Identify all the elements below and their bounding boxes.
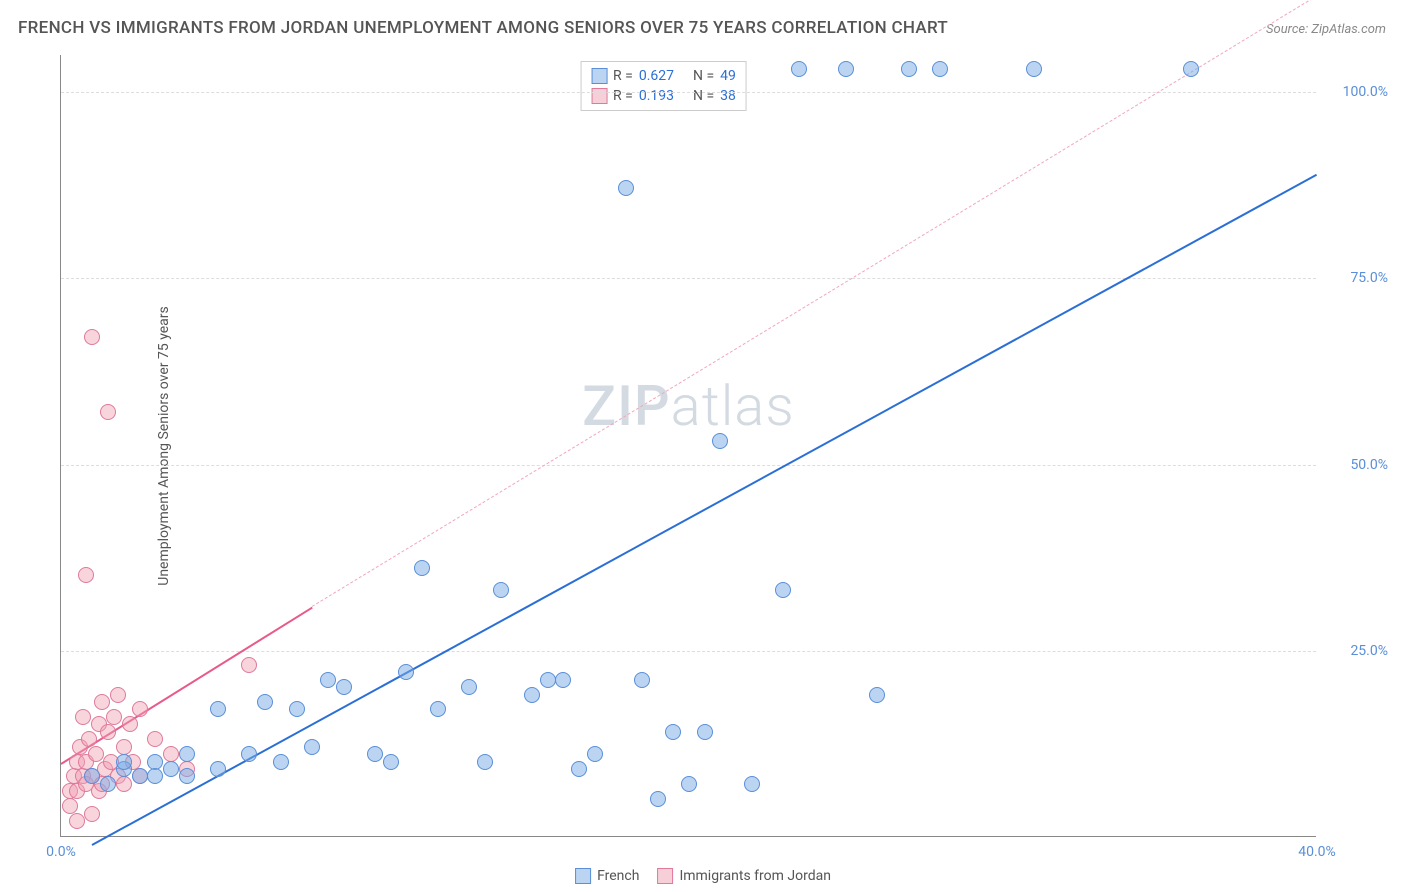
trend-line xyxy=(60,606,312,764)
data-point xyxy=(430,701,446,717)
data-point xyxy=(210,701,226,717)
watermark: ZIPatlas xyxy=(582,373,794,439)
y-tick-label: 50.0% xyxy=(1350,457,1388,473)
data-point xyxy=(524,687,540,703)
y-tick-label: 75.0% xyxy=(1350,270,1388,286)
data-point xyxy=(634,672,650,688)
plot-area: ZIPatlas R = 0.627 N = 49 R = 0.193 N = … xyxy=(60,55,1316,837)
chart-title: FRENCH VS IMMIGRANTS FROM JORDAN UNEMPLO… xyxy=(18,18,948,38)
data-point xyxy=(116,739,132,755)
data-point xyxy=(147,731,163,747)
data-point xyxy=(665,724,681,740)
data-point xyxy=(493,582,509,598)
data-point xyxy=(587,746,603,762)
data-point xyxy=(791,61,807,77)
data-point xyxy=(273,754,289,770)
data-point xyxy=(618,180,634,196)
swatch-icon xyxy=(591,68,607,84)
data-point xyxy=(179,768,195,784)
y-tick-label: 25.0% xyxy=(1350,643,1388,659)
data-point xyxy=(744,776,760,792)
data-point xyxy=(116,754,132,770)
data-point xyxy=(775,582,791,598)
data-point xyxy=(1026,61,1042,77)
data-point xyxy=(241,657,257,673)
x-tick-label: 0.0% xyxy=(46,844,76,860)
data-point xyxy=(336,679,352,695)
data-point xyxy=(681,776,697,792)
data-point xyxy=(555,672,571,688)
trend-line xyxy=(92,174,1318,846)
data-point xyxy=(110,687,126,703)
data-point xyxy=(163,746,179,762)
y-tick-label: 100.0% xyxy=(1343,84,1388,100)
data-point xyxy=(84,768,100,784)
data-point xyxy=(241,746,257,762)
gridline xyxy=(61,651,1316,652)
gridline xyxy=(61,92,1316,93)
data-point xyxy=(477,754,493,770)
data-point xyxy=(122,716,138,732)
swatch-icon xyxy=(657,868,673,884)
legend-item-french: French xyxy=(575,868,639,884)
legend: French Immigrants from Jordan xyxy=(575,868,831,884)
data-point xyxy=(901,61,917,77)
legend-item-jordan: Immigrants from Jordan xyxy=(657,868,831,884)
data-point xyxy=(100,404,116,420)
data-point xyxy=(75,709,91,725)
source-citation: Source: ZipAtlas.com xyxy=(1266,22,1386,37)
data-point xyxy=(869,687,885,703)
data-point xyxy=(163,761,179,777)
data-point xyxy=(94,694,110,710)
data-point xyxy=(81,731,97,747)
stats-box: R = 0.627 N = 49 R = 0.193 N = 38 xyxy=(580,61,747,111)
data-point xyxy=(62,798,78,814)
data-point xyxy=(132,701,148,717)
data-point xyxy=(106,709,122,725)
stats-row-jordan: R = 0.193 N = 38 xyxy=(591,86,736,106)
data-point xyxy=(304,739,320,755)
stats-row-french: R = 0.627 N = 49 xyxy=(591,66,736,86)
data-point xyxy=(650,791,666,807)
data-point xyxy=(1183,61,1199,77)
data-point xyxy=(147,754,163,770)
data-point xyxy=(147,768,163,784)
data-point xyxy=(84,806,100,822)
data-point xyxy=(69,813,85,829)
data-point xyxy=(383,754,399,770)
data-point xyxy=(838,61,854,77)
data-point xyxy=(414,560,430,576)
swatch-icon xyxy=(575,868,591,884)
x-tick-label: 40.0% xyxy=(1298,844,1336,860)
data-point xyxy=(398,664,414,680)
data-point xyxy=(100,724,116,740)
trend-line xyxy=(312,0,1317,607)
data-point xyxy=(289,701,305,717)
data-point xyxy=(367,746,383,762)
data-point xyxy=(461,679,477,695)
data-point xyxy=(697,724,713,740)
data-point xyxy=(88,746,104,762)
data-point xyxy=(210,761,226,777)
data-point xyxy=(100,776,116,792)
data-point xyxy=(179,746,195,762)
data-point xyxy=(116,776,132,792)
data-point xyxy=(932,61,948,77)
swatch-icon xyxy=(591,88,607,104)
data-point xyxy=(540,672,556,688)
data-point xyxy=(712,433,728,449)
data-point xyxy=(571,761,587,777)
data-point xyxy=(78,567,94,583)
data-point xyxy=(84,329,100,345)
data-point xyxy=(320,672,336,688)
data-point xyxy=(257,694,273,710)
gridline xyxy=(61,465,1316,466)
data-point xyxy=(132,768,148,784)
